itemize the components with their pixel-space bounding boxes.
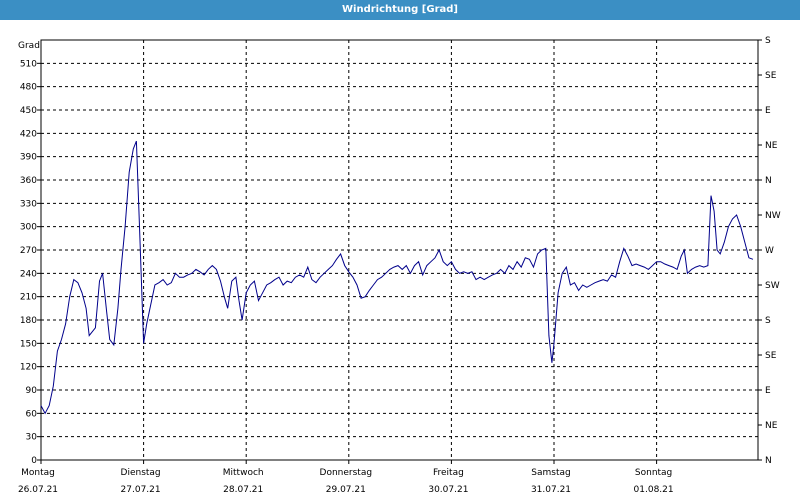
grid-lines xyxy=(41,40,758,460)
y-tick-label: 150 xyxy=(20,339,37,349)
x-tick-date-label: 27.07.21 xyxy=(121,485,161,495)
y2-tick-label: N xyxy=(765,456,772,466)
chart-title: Windrichtung [Grad] xyxy=(342,4,458,15)
y2-tick-label: S xyxy=(765,36,771,46)
y-tick-label: 270 xyxy=(20,246,37,256)
y-tick-label: 210 xyxy=(20,293,37,303)
y-tick-label: 480 xyxy=(20,83,37,93)
y-tick-label: 300 xyxy=(20,223,37,233)
y-tick-label: 60 xyxy=(26,409,38,419)
series-line xyxy=(40,140,754,415)
x-tick-day-label: Donnerstag xyxy=(320,468,373,478)
x-tick-day-label: Samstag xyxy=(531,468,570,478)
y-tick-label: 450 xyxy=(20,106,37,116)
series-group xyxy=(40,140,754,415)
y-tick-label: 90 xyxy=(26,386,38,396)
x-tick-day-label: Sonntag xyxy=(635,468,672,478)
y2-tick-label: NE xyxy=(765,421,778,431)
y2-tick-label: E xyxy=(765,106,771,116)
x-tick-date-label: 26.07.21 xyxy=(18,485,58,495)
x-tick-date-label: 28.07.21 xyxy=(223,485,263,495)
y-tick-label: 390 xyxy=(20,153,37,163)
y-tick-label: 180 xyxy=(20,316,37,326)
y-tick-label: 240 xyxy=(20,269,37,279)
x-tick-date-label: 30.07.21 xyxy=(428,485,468,495)
x-tick-day-label: Dienstag xyxy=(121,468,161,478)
y2-tick-label: NW xyxy=(765,211,781,221)
x-tick-date-label: 31.07.21 xyxy=(531,485,571,495)
y2-tick-label: SW xyxy=(765,281,780,291)
y2-tick-label: E xyxy=(765,386,771,396)
x-tick-day-label: Freitag xyxy=(433,468,464,478)
y2-tick-label: W xyxy=(765,246,774,256)
y2-tick-label: S xyxy=(765,316,771,326)
y-tick-label: 510 xyxy=(20,59,37,69)
y-tick-label: 0 xyxy=(31,456,37,466)
x-tick-date-label: 01.08.21 xyxy=(634,485,674,495)
y2-axis-ticks: N NE E SE S SW W NW N NE E SE S xyxy=(758,36,781,466)
y-tick-label: 330 xyxy=(20,199,37,209)
x-tick-day-label: Mittwoch xyxy=(223,468,264,478)
y-axis-label: Grad xyxy=(18,41,40,51)
y-tick-label: 360 xyxy=(20,176,37,186)
x-tick-day-label: Montag xyxy=(21,468,55,478)
y2-tick-label: SE xyxy=(765,71,777,81)
y-axis-ticks: 0 30 60 90 120 150 180 210 240 270 300 330 360 390 420… xyxy=(20,59,41,466)
y-tick-label: 120 xyxy=(20,363,37,373)
y-tick-label: 420 xyxy=(20,129,37,139)
y-tick-label: 30 xyxy=(26,433,38,443)
y2-tick-label: SE xyxy=(765,351,777,361)
x-axis-ticks: Montag 26.07.21 Dienstag 27.07.21 Mittwoch 28… xyxy=(18,460,674,495)
y2-tick-label: N xyxy=(765,176,772,186)
x-tick-date-label: 29.07.21 xyxy=(326,485,366,495)
chart-title-bar: Windrichtung [Grad] xyxy=(0,0,800,20)
y2-tick-label: NE xyxy=(765,141,778,151)
plot-area-border xyxy=(40,39,759,461)
